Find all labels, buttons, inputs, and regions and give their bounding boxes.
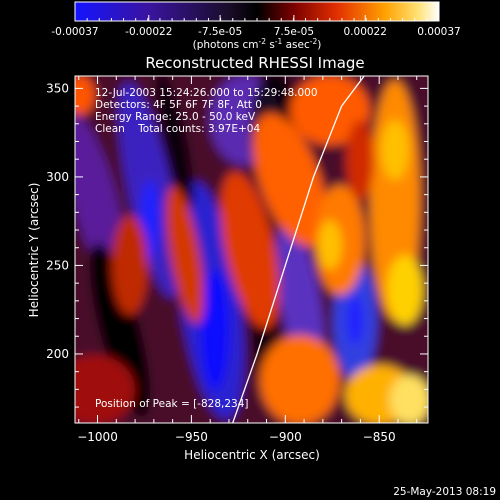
x-tick-label: −1000	[77, 430, 118, 444]
x-tick-label: −850	[363, 430, 396, 444]
y-tick-label: 350	[46, 81, 69, 95]
y-tick-label: 250	[46, 258, 69, 272]
x-tick-label: −950	[175, 430, 208, 444]
colorbar: -0.00037 -0.00022 -7.5e-05 7.5e-05 0.00022 0.…	[51, 1, 461, 51]
colorbar-tick-label: 7.5e-05	[274, 26, 314, 38]
colorbar-tick-label: 0.00022	[344, 26, 387, 38]
x-tick-label: −900	[269, 430, 302, 444]
x-axis-ticks: −1000 −950 −900 −850	[77, 76, 418, 444]
y-tick-label: 200	[46, 347, 69, 361]
info-annotation: 12-Jul-2003 15:24:26.000 to 15:29:48.000…	[95, 87, 318, 410]
clean-counts-text: Clean Total counts: 3.97E+04	[95, 123, 260, 135]
energy-range-text: Energy Range: 25.0 - 50.0 keV	[95, 111, 256, 123]
time-range-text: 12-Jul-2003 15:24:26.000 to 15:29:48.000	[95, 87, 318, 99]
plot-frame	[74, 75, 429, 424]
y-axis-label: Heliocentric Y (arcsec)	[27, 183, 41, 318]
peak-position-text: Position of Peak = [-828,234]	[95, 398, 249, 410]
colorbar-tick-label: 0.00037	[417, 26, 460, 38]
colorbar-units: (photons cm-2 s-1 asec-2)	[193, 37, 322, 51]
chart-title: Reconstructed RHESSI Image	[145, 54, 364, 72]
colorbar-ticks: -0.00037 -0.00022 -7.5e-05 7.5e-05 0.00022 0.…	[51, 15, 461, 38]
colorbar-tick-label: -0.00022	[125, 26, 172, 38]
x-axis-label: Heliocentric X (arcsec)	[184, 448, 320, 462]
y-tick-label: 300	[46, 170, 69, 184]
detectors-text: Detectors: 4F 5F 6F 7F 8F, Att 0	[95, 99, 262, 111]
heatmap-image	[75, 76, 428, 423]
colorbar-tick-label: -7.5e-05	[198, 26, 242, 38]
solar-limb-curve	[232, 76, 365, 423]
y-axis-ticks: 200 250 300 350	[46, 81, 428, 408]
timestamp: 25-May-2013 08:19	[393, 486, 496, 498]
colorbar-tick-label: -0.00037	[51, 26, 98, 38]
